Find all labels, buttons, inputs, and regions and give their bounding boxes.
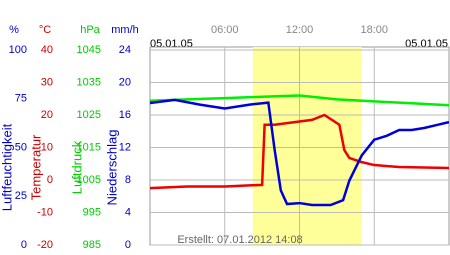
y-tick-label: 100 bbox=[9, 44, 27, 56]
axis-unit: hPa bbox=[80, 24, 100, 36]
y-tick-label: 10 bbox=[41, 141, 53, 153]
data-line bbox=[149, 113, 450, 190]
axis-title: Luftdruck bbox=[69, 140, 84, 194]
y-tick-label: 1005 bbox=[77, 174, 101, 186]
x-tick-label: 12:00 bbox=[286, 24, 314, 36]
y-tick-label: 1035 bbox=[77, 76, 101, 88]
y-tick-label: 1025 bbox=[77, 109, 101, 121]
daylight-band bbox=[252, 47, 362, 245]
y-tick-label: 24 bbox=[119, 44, 131, 56]
y-tick-label: -10 bbox=[37, 206, 53, 218]
axis-unit: °C bbox=[39, 24, 51, 36]
x-tick-label: 06:00 bbox=[211, 24, 239, 36]
y-tick-label: 16 bbox=[119, 109, 131, 121]
y-tick-label: 25 bbox=[15, 190, 27, 202]
y-tick-label: 20 bbox=[119, 76, 131, 88]
y-tick-label: 20 bbox=[41, 109, 53, 121]
y-tick-label: 0 bbox=[47, 174, 53, 186]
axis-title: Niederschlag bbox=[104, 130, 119, 206]
y-tick-label: 995 bbox=[83, 206, 101, 218]
y-tick-label: -20 bbox=[37, 239, 53, 250]
y-tick-label: 50 bbox=[15, 141, 27, 153]
x-tick-label: 18:00 bbox=[360, 24, 388, 36]
axis-unit: mm/h bbox=[111, 24, 139, 36]
y-tick-label: 4 bbox=[125, 206, 131, 218]
y-tick-label: 12 bbox=[119, 141, 131, 153]
y-tick-label: 30 bbox=[41, 76, 53, 88]
y-tick-label: 0 bbox=[125, 239, 131, 250]
footer: Erstellt: 07.01.2012 14:08 bbox=[177, 234, 302, 246]
data-line bbox=[149, 98, 450, 207]
y-tick-label: 1015 bbox=[77, 141, 101, 153]
y-tick-label: 0 bbox=[21, 239, 27, 250]
y-tick-label: 75 bbox=[15, 93, 27, 105]
axis-title: Temperatur bbox=[28, 134, 43, 200]
y-tick-label: 8 bbox=[125, 174, 131, 186]
y-tick-label: 1045 bbox=[77, 44, 101, 56]
axis-unit: % bbox=[9, 24, 19, 36]
axis-title: Luftfeuchtigkeit bbox=[0, 123, 14, 211]
y-tick-label: 985 bbox=[83, 239, 101, 250]
data-line bbox=[149, 94, 450, 107]
y-tick-label: 40 bbox=[41, 44, 53, 56]
